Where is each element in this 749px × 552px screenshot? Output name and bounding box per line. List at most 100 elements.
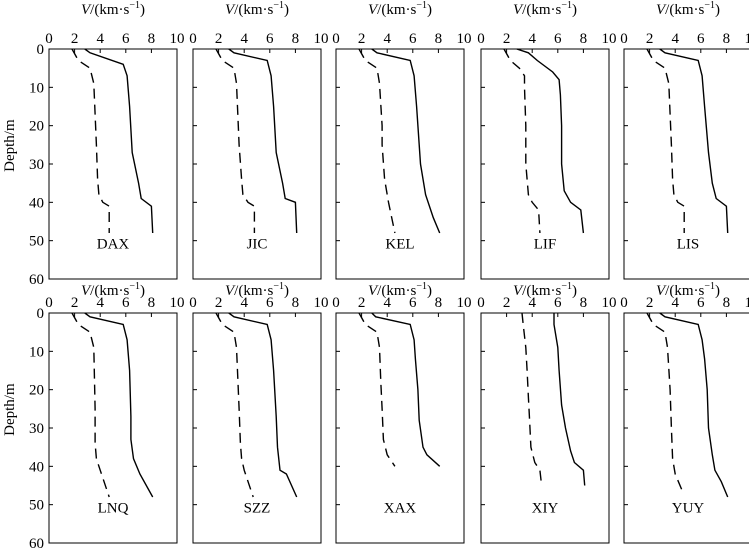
plot-frame	[48, 48, 178, 280]
x-tick-label: 0	[477, 295, 485, 311]
x-tick-label: 6	[266, 295, 274, 311]
station-label: LIS	[677, 237, 700, 253]
x-tick-label: 2	[503, 295, 511, 311]
x-tick-label: 2	[71, 295, 79, 311]
x-tick-label: 6	[697, 31, 705, 47]
x-tick-label: 10	[170, 31, 185, 47]
plot-frame	[335, 312, 465, 544]
x-axis-title-symbol: V	[656, 283, 667, 299]
x-tick-label: 0	[189, 31, 197, 47]
x-axis-title: V/(km·s−1)	[81, 0, 145, 18]
x-axis-title-superscript: −1	[416, 281, 427, 292]
dashed-velocity-line	[71, 48, 110, 233]
y-tick-label: 10	[29, 344, 44, 360]
dashed-velocity-line	[503, 48, 541, 234]
dashed-velocity-line	[521, 312, 542, 482]
x-tick-label: 10	[457, 31, 472, 47]
x-tick-label: 10	[602, 295, 617, 311]
x-axis-title: V/(km·s−1)	[225, 281, 289, 299]
y-axis-title: Depth/m	[2, 119, 18, 172]
x-tick-label: 0	[45, 295, 53, 311]
x-tick-label: 6	[697, 295, 705, 311]
x-axis-title: V/(km·s−1)	[513, 0, 577, 18]
x-tick-label: 2	[646, 31, 654, 47]
x-axis-title-superscript: −1	[704, 0, 715, 11]
x-tick-label: 10	[170, 295, 185, 311]
x-axis-title-superscript: −1	[561, 281, 572, 292]
x-tick-label: 10	[745, 31, 749, 47]
x-tick-label: 8	[292, 295, 300, 311]
x-axis-title-close: )	[572, 2, 577, 18]
dashed-velocity-line	[215, 48, 256, 233]
x-tick-label: 10	[314, 295, 329, 311]
x-axis-title-unit: /(km·s	[377, 2, 416, 18]
x-tick-label: 8	[435, 31, 443, 47]
plot-frame	[335, 48, 465, 280]
x-axis-title-unit: /(km·s	[665, 283, 704, 299]
y-tick-label: 30	[29, 421, 44, 437]
solid-velocity-line	[228, 48, 298, 234]
x-axis-title-close: )	[715, 2, 720, 18]
x-axis-title-symbol: V	[513, 283, 524, 299]
station-label: LIF	[534, 237, 557, 253]
station-label: SZZ	[244, 501, 271, 517]
y-tick-label: 60	[29, 272, 44, 288]
x-axis-title: V/(km·s−1)	[513, 281, 577, 299]
plot-frame	[48, 312, 178, 544]
x-axis-title-symbol: V	[368, 2, 379, 18]
y-tick-label: 60	[29, 536, 44, 552]
x-tick-label: 4	[240, 31, 248, 47]
x-tick-label: 0	[45, 31, 53, 47]
dashed-velocity-line	[646, 312, 683, 490]
x-axis-title-unit: /(km·s	[377, 283, 416, 299]
panel-lif: V/(km·s−1) 0 2 4 6 8 10 LIF	[477, 0, 617, 280]
x-tick-label: 0	[620, 31, 628, 47]
x-tick-label: 4	[96, 295, 104, 311]
panel-xax: V/(km·s−1) 0 2 4 6 8 10 XAX	[332, 281, 472, 544]
plot-frame	[192, 48, 322, 280]
solid-velocity-line	[516, 48, 585, 234]
x-tick-label: 2	[71, 31, 79, 47]
x-tick-label: 8	[292, 31, 300, 47]
x-tick-label: 0	[332, 295, 340, 311]
x-axis-title-symbol: V	[368, 283, 379, 299]
solid-velocity-line	[659, 48, 729, 234]
x-tick-label: 6	[122, 295, 130, 311]
plot-frame	[623, 312, 749, 544]
x-axis-title-symbol: V	[656, 2, 667, 18]
dashed-velocity-line	[358, 312, 396, 467]
x-axis-title-close: )	[715, 283, 720, 299]
x-tick-label: 4	[528, 295, 536, 311]
x-axis-title: V/(km·s−1)	[225, 0, 289, 18]
x-tick-label: 2	[358, 295, 366, 311]
x-tick-label: 4	[96, 31, 104, 47]
y-tick-label: 10	[29, 80, 44, 96]
x-axis-title-unit: /(km·s	[234, 283, 273, 299]
x-tick-label: 6	[409, 295, 417, 311]
x-axis-title-unit: /(km·s	[90, 2, 129, 18]
x-tick-label: 0	[332, 31, 340, 47]
y-tick-label: 50	[29, 498, 44, 514]
x-tick-label: 6	[409, 31, 417, 47]
x-tick-label: 10	[602, 31, 617, 47]
dashed-velocity-line	[646, 48, 685, 233]
x-tick-label: 8	[723, 31, 731, 47]
x-tick-label: 2	[215, 295, 223, 311]
station-label: DAX	[97, 237, 130, 253]
x-tick-label: 8	[580, 31, 588, 47]
panel-szz: V/(km·s−1) 0 2 4 6 8 10 SZZ	[189, 281, 329, 544]
x-tick-label: 4	[528, 31, 536, 47]
x-tick-label: 8	[435, 295, 443, 311]
panel-yuy: V/(km·s−1) 0 2 4 6 8 10 YUY	[620, 281, 749, 544]
plot-frame	[480, 48, 610, 280]
x-axis-title-unit: /(km·s	[522, 283, 561, 299]
x-tick-label: 2	[646, 295, 654, 311]
panel-kel: V/(km·s−1) 0 2 4 6 8 10 KEL	[332, 0, 472, 280]
panel-lnq: V/(km·s−1) 0 2 4 6 8 10 0 10 20 30 40 50 60 LNQ	[29, 281, 185, 552]
x-axis-title-close: )	[284, 283, 289, 299]
solid-velocity-line	[371, 312, 441, 467]
x-axis-title-close: )	[140, 2, 145, 18]
x-tick-label: 10	[457, 295, 472, 311]
x-tick-label: 6	[122, 31, 130, 47]
dashed-velocity-line	[358, 48, 396, 234]
